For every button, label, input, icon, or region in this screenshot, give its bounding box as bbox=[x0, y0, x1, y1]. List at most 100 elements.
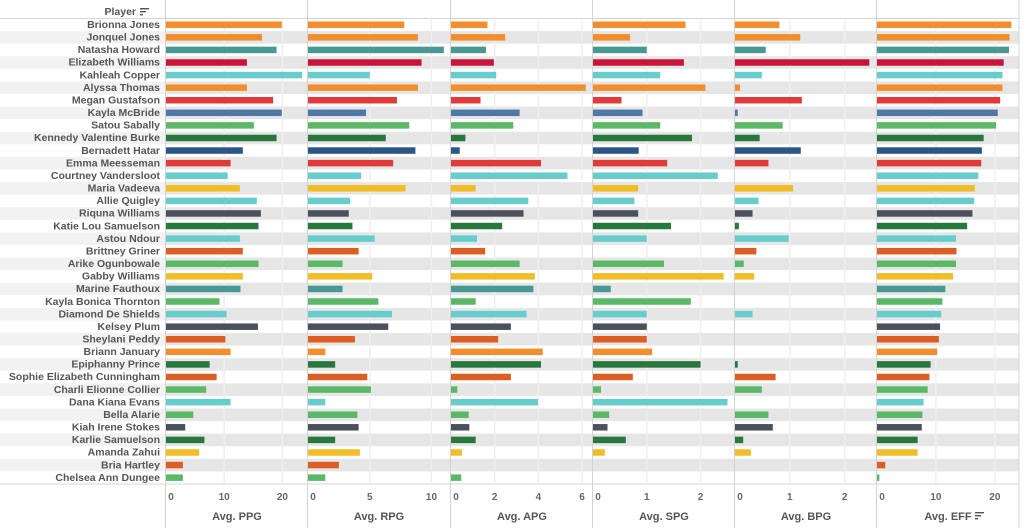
bar[interactable] bbox=[877, 361, 931, 368]
bar[interactable] bbox=[735, 260, 744, 268]
bar[interactable] bbox=[451, 323, 511, 330]
bar[interactable] bbox=[593, 310, 647, 318]
player-header[interactable]: Player bbox=[104, 6, 136, 18]
bar[interactable] bbox=[877, 34, 1010, 41]
bar[interactable] bbox=[593, 109, 643, 117]
player-label[interactable]: Gabby Williams bbox=[82, 271, 160, 283]
player-label[interactable]: Kayla Bonica Thornton bbox=[45, 296, 160, 308]
bar[interactable] bbox=[308, 71, 370, 79]
player-label[interactable]: Jonquel Jones bbox=[86, 32, 160, 44]
bar[interactable] bbox=[166, 323, 258, 330]
axis-title[interactable]: Avg. PPG bbox=[212, 511, 262, 523]
bar[interactable] bbox=[735, 96, 802, 104]
bar[interactable] bbox=[593, 336, 647, 343]
bar[interactable] bbox=[451, 348, 543, 356]
player-label[interactable]: Amanda Zahui bbox=[88, 447, 160, 459]
bar[interactable] bbox=[451, 373, 511, 381]
sort-icon[interactable] bbox=[140, 8, 149, 16]
bar[interactable] bbox=[877, 134, 984, 142]
player-label[interactable]: Kiah Irene Stokes bbox=[72, 422, 160, 434]
bar[interactable] bbox=[877, 474, 880, 481]
bar[interactable] bbox=[877, 185, 975, 192]
bar[interactable] bbox=[877, 247, 957, 255]
axis-title[interactable]: Avg. SPG bbox=[639, 511, 689, 523]
bar[interactable] bbox=[451, 260, 520, 268]
bar[interactable] bbox=[166, 109, 282, 117]
bar[interactable] bbox=[877, 46, 1009, 54]
bar[interactable] bbox=[166, 197, 257, 205]
bar[interactable] bbox=[593, 21, 686, 29]
bar[interactable] bbox=[308, 260, 343, 268]
bar[interactable] bbox=[166, 235, 240, 242]
bar[interactable] bbox=[166, 185, 240, 192]
bar[interactable] bbox=[735, 185, 794, 192]
bar[interactable] bbox=[877, 210, 973, 217]
bar[interactable] bbox=[735, 109, 738, 117]
bar[interactable] bbox=[166, 260, 259, 268]
bar[interactable] bbox=[308, 436, 336, 444]
bar[interactable] bbox=[735, 386, 762, 393]
bar[interactable] bbox=[451, 46, 486, 54]
bar[interactable] bbox=[308, 298, 379, 305]
player-label[interactable]: Diamond De Shields bbox=[58, 308, 160, 320]
bar[interactable] bbox=[735, 411, 769, 418]
bar[interactable] bbox=[166, 59, 247, 66]
bar[interactable] bbox=[593, 398, 728, 406]
bar[interactable] bbox=[877, 235, 956, 242]
bar[interactable] bbox=[451, 235, 477, 242]
bar[interactable] bbox=[877, 386, 928, 393]
player-label[interactable]: Satou Sabally bbox=[91, 120, 160, 132]
bar[interactable] bbox=[308, 348, 326, 356]
bar[interactable] bbox=[877, 348, 938, 356]
bar[interactable] bbox=[166, 247, 243, 255]
bar[interactable] bbox=[166, 336, 226, 343]
bar[interactable] bbox=[451, 247, 486, 255]
bar[interactable] bbox=[877, 197, 975, 205]
bar[interactable] bbox=[593, 222, 671, 230]
bar[interactable] bbox=[735, 436, 744, 444]
player-label[interactable]: Kahleah Copper bbox=[79, 69, 160, 81]
bar[interactable] bbox=[166, 21, 282, 29]
bar[interactable] bbox=[308, 109, 367, 117]
player-label[interactable]: Bella Alarie bbox=[103, 409, 160, 421]
bar[interactable] bbox=[308, 197, 350, 205]
bar[interactable] bbox=[308, 147, 416, 154]
bar[interactable] bbox=[877, 449, 918, 456]
bar[interactable] bbox=[877, 411, 923, 418]
bar[interactable] bbox=[877, 147, 982, 154]
player-label[interactable]: Bria Hartley bbox=[101, 459, 160, 471]
player-label[interactable]: Kelsey Plum bbox=[98, 321, 160, 333]
player-label[interactable]: Bernadett Hatar bbox=[81, 145, 160, 157]
bar[interactable] bbox=[735, 247, 757, 255]
bar[interactable] bbox=[877, 96, 1001, 104]
bar[interactable] bbox=[451, 185, 476, 192]
bar[interactable] bbox=[451, 436, 476, 444]
bar[interactable] bbox=[166, 273, 243, 280]
bar[interactable] bbox=[308, 210, 349, 217]
bar[interactable] bbox=[593, 147, 639, 154]
bar[interactable] bbox=[593, 84, 706, 91]
bar[interactable] bbox=[593, 323, 647, 330]
bar[interactable] bbox=[308, 273, 373, 280]
bar[interactable] bbox=[593, 71, 661, 79]
player-label[interactable]: Marine Fauthoux bbox=[76, 283, 160, 295]
bar[interactable] bbox=[166, 386, 207, 393]
player-label[interactable]: Riquna Williams bbox=[79, 208, 160, 220]
bar[interactable] bbox=[166, 348, 231, 356]
bar[interactable] bbox=[593, 348, 653, 356]
bar[interactable] bbox=[877, 336, 939, 343]
player-label[interactable]: Brittney Griner bbox=[86, 245, 160, 257]
bar[interactable] bbox=[166, 210, 261, 217]
bar[interactable] bbox=[593, 285, 611, 293]
bar[interactable] bbox=[593, 298, 691, 305]
bar[interactable] bbox=[593, 159, 668, 167]
player-label[interactable]: Karlie Samuelson bbox=[72, 434, 160, 446]
bar[interactable] bbox=[166, 159, 231, 167]
bar[interactable] bbox=[451, 336, 499, 343]
bar[interactable] bbox=[308, 474, 326, 481]
player-label[interactable]: Arike Ogunbowale bbox=[68, 258, 160, 270]
player-label[interactable]: Kennedy Valentine Burke bbox=[34, 132, 160, 144]
bar[interactable] bbox=[735, 361, 738, 368]
bar[interactable] bbox=[166, 310, 227, 318]
bar[interactable] bbox=[735, 84, 740, 91]
